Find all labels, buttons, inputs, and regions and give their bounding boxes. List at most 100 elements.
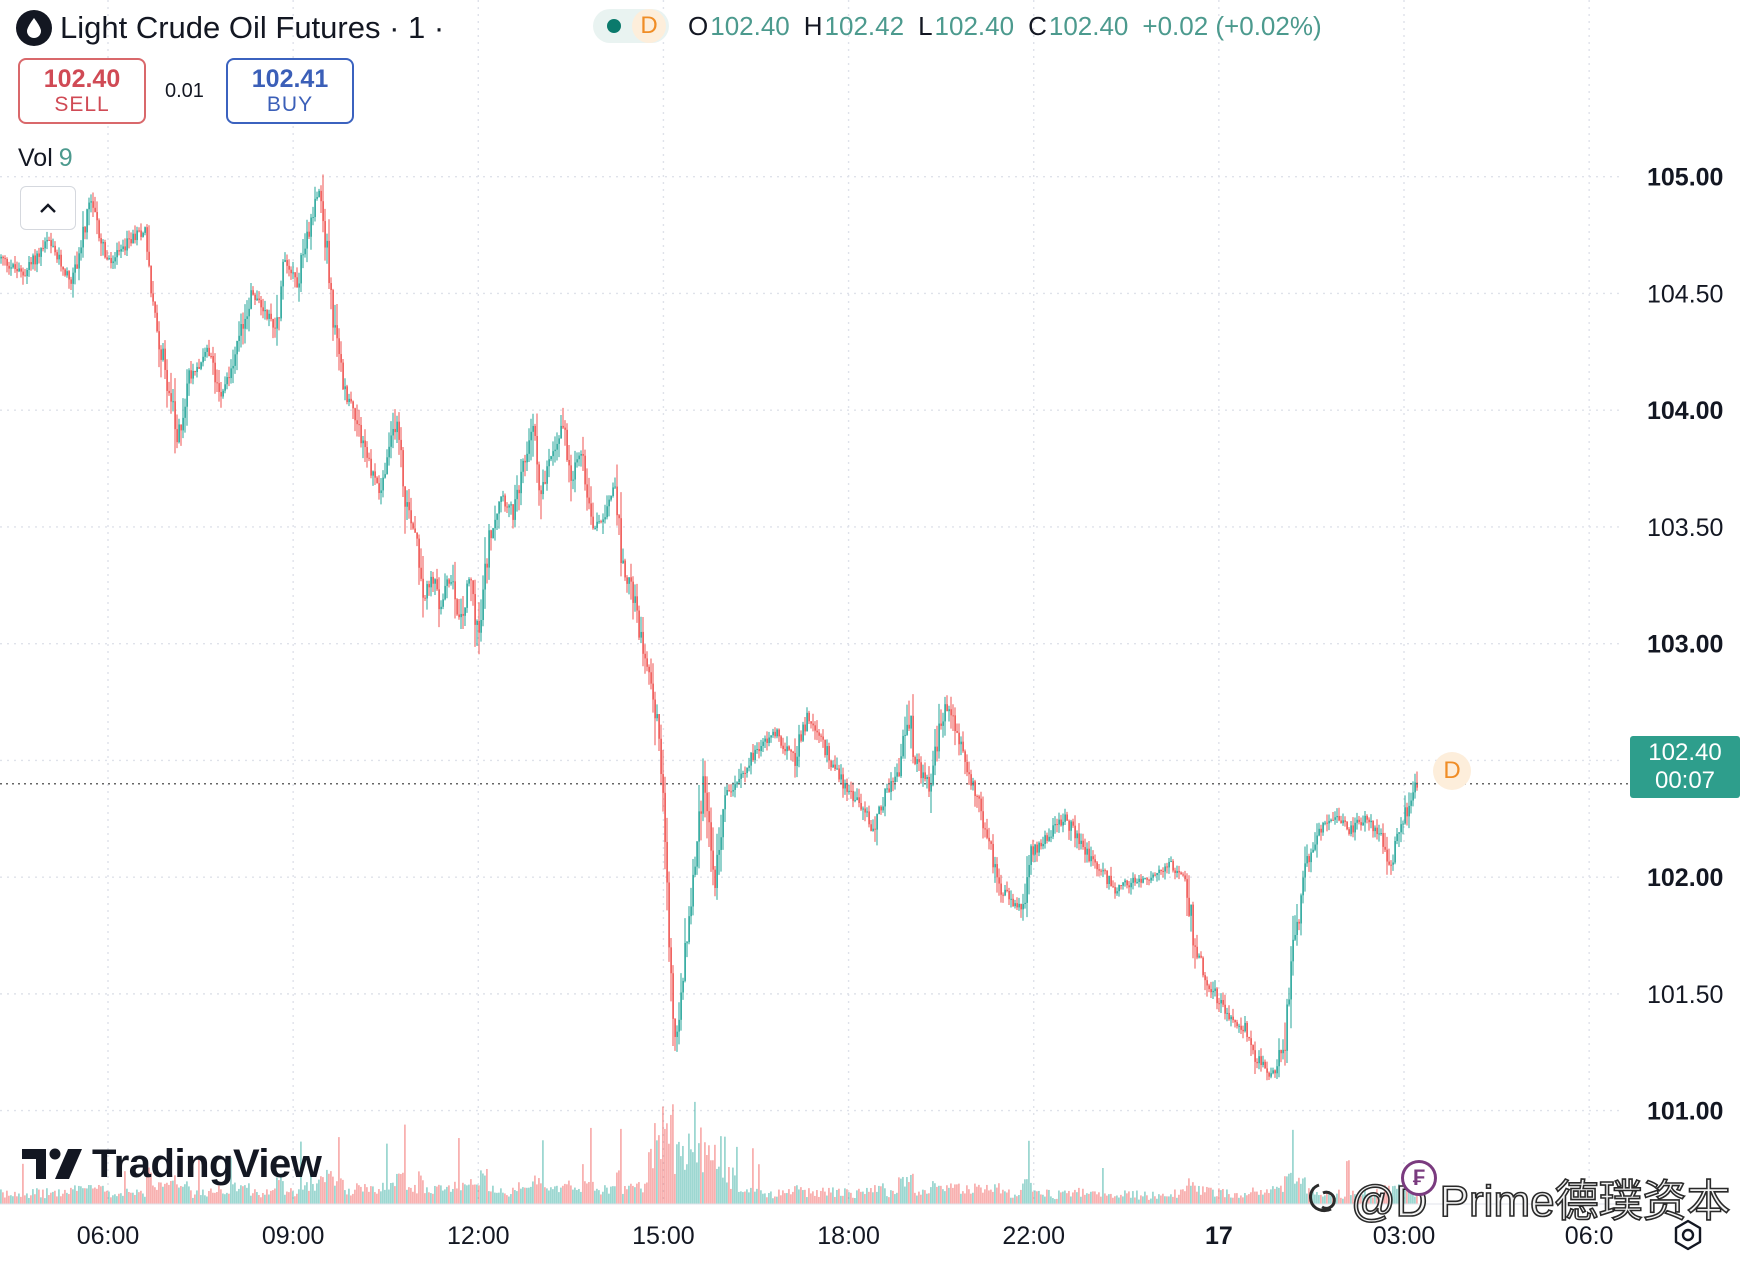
volume-bar	[888, 1197, 890, 1204]
candle-body	[288, 265, 290, 270]
candle-body	[1380, 833, 1382, 835]
buy-button[interactable]: 102.41 BUY	[226, 58, 354, 124]
candle-body	[838, 768, 840, 780]
candle-body	[628, 577, 630, 584]
volume-bar	[852, 1197, 854, 1204]
candle-body	[810, 721, 812, 724]
volume-bar	[1336, 1193, 1338, 1204]
candle-body	[54, 245, 56, 253]
candle-body	[1350, 825, 1352, 834]
candle-body	[1346, 821, 1348, 830]
candle-body	[1352, 825, 1354, 833]
candle-body	[548, 459, 550, 467]
volume-bar	[994, 1184, 996, 1204]
gear-icon[interactable]	[1671, 1218, 1705, 1252]
volume-bar	[902, 1176, 904, 1204]
volume-bar	[700, 1127, 702, 1204]
volume-bar	[824, 1191, 826, 1204]
sell-button[interactable]: 102.40 SELL	[18, 58, 146, 124]
volume-bar	[532, 1181, 534, 1204]
volume-bar	[196, 1190, 198, 1204]
candle-body	[1276, 1066, 1278, 1074]
candle-body	[1218, 1003, 1220, 1005]
volume-bar	[366, 1187, 368, 1204]
volume-bar	[244, 1185, 246, 1204]
candle-body	[1190, 904, 1192, 916]
volume-bar	[188, 1186, 190, 1204]
y-tick-label: 103.50	[1647, 514, 1723, 542]
candle-body	[856, 797, 858, 801]
volume-bar	[1106, 1195, 1108, 1204]
volume-bar	[1058, 1190, 1060, 1204]
candle-body	[162, 348, 164, 360]
volume-bar	[628, 1185, 630, 1204]
volume-bar	[1100, 1196, 1102, 1204]
candle-body	[202, 356, 204, 363]
volume-bar	[1140, 1195, 1142, 1204]
candle-body	[816, 730, 818, 733]
candle-body	[420, 567, 422, 579]
status-badge: D	[632, 9, 666, 43]
volume-bar	[850, 1192, 852, 1204]
candle-body	[902, 735, 904, 757]
volume-bar	[462, 1182, 464, 1204]
volume-bar	[550, 1187, 552, 1204]
volume-bar	[1018, 1195, 1020, 1204]
symbol-title[interactable]: Light Crude Oil Futures · 1 ·	[60, 10, 445, 45]
candle-body	[194, 370, 196, 373]
volume-bar	[370, 1186, 372, 1204]
candle-body	[434, 579, 436, 584]
candle-body	[724, 795, 726, 810]
volume-bar	[724, 1136, 726, 1204]
dividend-marker[interactable]: D	[1433, 752, 1471, 790]
candle-body	[112, 261, 114, 264]
candle-body	[1284, 1049, 1286, 1051]
volume-bar	[566, 1184, 568, 1204]
volume-bar	[982, 1192, 984, 1204]
candle-body	[1012, 898, 1014, 907]
volume-bar	[1302, 1178, 1304, 1204]
market-status-pill[interactable]: D	[593, 9, 669, 43]
volume-bar	[1398, 1184, 1400, 1204]
candle-body	[596, 521, 598, 528]
volume-bar	[94, 1187, 96, 1204]
volume-bar	[1098, 1192, 1100, 1204]
volume-bar	[890, 1190, 892, 1204]
volume-bar	[46, 1188, 48, 1204]
candle-body	[326, 240, 328, 248]
candle-body	[546, 466, 548, 484]
candle-body	[512, 504, 514, 520]
candle-body	[1234, 1020, 1236, 1023]
volume-bar	[610, 1186, 612, 1204]
candle-body	[1208, 985, 1210, 990]
candle-body	[1248, 1036, 1250, 1039]
candle-body	[770, 735, 772, 738]
candle-body	[714, 869, 716, 888]
price-axis: 105.00104.50104.00103.50103.00102.50102.…	[1647, 164, 1723, 1126]
candle-body	[416, 532, 418, 539]
volume-bar	[450, 1191, 452, 1204]
candle-body	[622, 560, 624, 564]
volume-bar	[832, 1187, 834, 1204]
volume-bar	[866, 1187, 868, 1204]
candle-body	[1100, 870, 1102, 872]
volume-bar	[536, 1184, 538, 1204]
volume-bar	[208, 1190, 210, 1204]
volume-bar	[438, 1184, 440, 1204]
volume-bar	[110, 1197, 112, 1204]
candle-body	[1212, 991, 1214, 993]
tradingview-logo[interactable]: TradingView	[22, 1140, 322, 1188]
candle-body	[874, 828, 876, 830]
volume-bar	[1246, 1195, 1248, 1204]
candle-body	[210, 356, 212, 358]
candle-body	[472, 580, 474, 595]
collapse-legend-button[interactable]	[20, 186, 76, 230]
volume-bar	[1416, 1190, 1418, 1204]
candle-body	[612, 487, 614, 497]
volume-bar	[192, 1197, 194, 1204]
volume-bar	[40, 1197, 42, 1204]
volume-bar	[0, 1189, 2, 1204]
candle-body	[686, 942, 688, 944]
volume-bar	[552, 1189, 554, 1204]
